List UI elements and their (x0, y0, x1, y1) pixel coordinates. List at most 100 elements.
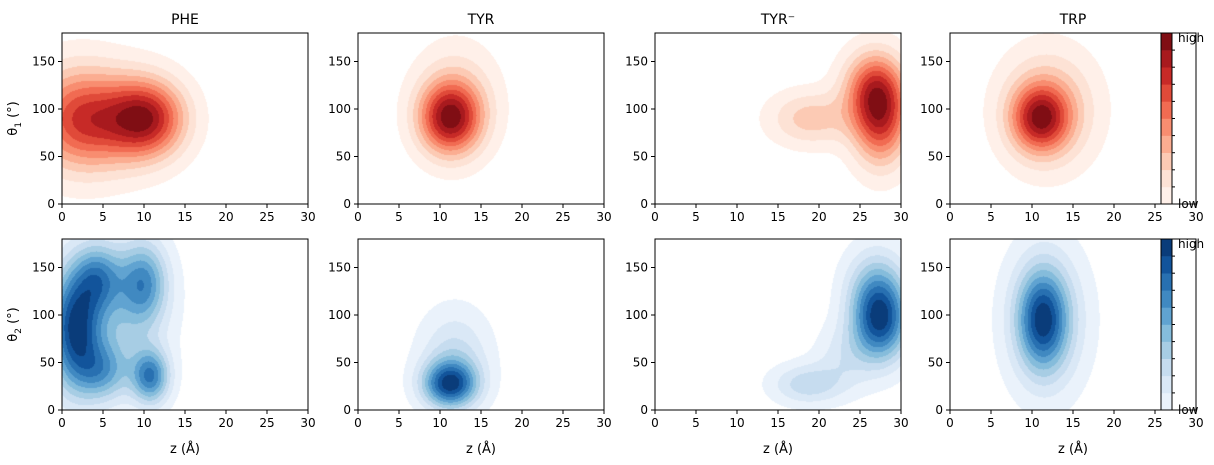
y-tick-label: 50 (40, 150, 55, 164)
colorbar-segment (1161, 324, 1172, 342)
y-axis-label: θ2 (°) (6, 307, 24, 341)
x-tick-label: 0 (58, 416, 66, 430)
x-tick-label: 15 (473, 210, 488, 224)
colorbar-segment (1161, 33, 1172, 51)
colorbar-segment (1161, 186, 1172, 205)
colorbar-segment (1161, 67, 1172, 85)
x-tick-label: 30 (300, 210, 315, 224)
x-tick-label: 0 (354, 416, 362, 430)
y-tick-label: 150 (328, 55, 351, 69)
y-tick-label: 100 (920, 308, 943, 322)
x-tick-label: 20 (1106, 210, 1121, 224)
x-tick-label: 30 (300, 416, 315, 430)
density-contours (358, 33, 604, 204)
colorbar-segment (1161, 256, 1172, 274)
colorbar-segment (1161, 239, 1172, 257)
density-contours (950, 33, 1196, 204)
x-tick-label: 10 (136, 416, 151, 430)
panel-1-2: 0 5 10 15 20 25 30 0 50 100 150 z (Å) (625, 238, 909, 457)
x-tick-label: 20 (811, 210, 826, 224)
x-tick-label: 10 (432, 210, 447, 224)
x-tick-label: 20 (1106, 416, 1121, 430)
panel-1-1: 0 5 10 15 20 25 30 0 50 100 150 z (Å) (328, 238, 612, 457)
x-tick-label: 20 (218, 416, 233, 430)
y-tick-label: 50 (633, 356, 648, 370)
colorbar-segment (1161, 375, 1172, 394)
colorbar-segment (1161, 290, 1172, 308)
x-tick-label: 25 (259, 416, 274, 430)
panel-0-3: 0 5 10 15 20 25 30 0 50 100 150 TRP (920, 12, 1204, 224)
panel-0-0: 0 5 10 15 20 25 30 0 50 100 150 PHE θ1 (°) (6, 12, 316, 224)
panel-title: PHE (171, 12, 199, 28)
x-tick-label: 5 (987, 210, 995, 224)
panel-0-2: 0 5 10 15 20 25 30 0 50 100 150 TYR⁻ (625, 12, 909, 224)
x-tick-label: 15 (177, 416, 192, 430)
x-tick-label: 25 (259, 210, 274, 224)
y-tick-label: 100 (625, 308, 648, 322)
x-tick-label: 30 (893, 210, 908, 224)
x-tick-label: 0 (946, 210, 954, 224)
colorbar-high-label: high (1178, 31, 1204, 45)
x-tick-label: 5 (395, 416, 403, 430)
y-tick-label: 0 (47, 403, 55, 417)
colorbar-blues: high low (1160, 237, 1204, 417)
y-tick-label: 150 (32, 261, 55, 275)
y-tick-label: 100 (625, 102, 648, 116)
colorbar-segment (1161, 358, 1172, 377)
x-tick-label: 10 (432, 416, 447, 430)
colorbar-low-label: low (1178, 197, 1199, 211)
x-tick-label: 5 (99, 210, 107, 224)
y-tick-label: 100 (328, 308, 351, 322)
y-tick-label: 100 (920, 102, 943, 116)
x-tick-label: 25 (555, 210, 570, 224)
x-tick-label: 0 (651, 210, 659, 224)
y-axis-label: θ1 (°) (6, 101, 24, 135)
x-tick-label: 30 (1188, 210, 1203, 224)
x-tick-label: 5 (692, 416, 700, 430)
panel-1-0: 0 5 10 15 20 25 30 0 50 100 150 z (Å) θ2 (°) (6, 238, 316, 457)
x-tick-label: 25 (852, 416, 867, 430)
colorbar-segment (1161, 118, 1172, 136)
colorbar-segment (1161, 135, 1172, 153)
y-tick-label: 150 (920, 55, 943, 69)
y-tick-label: 0 (935, 197, 943, 211)
y-tick-label: 0 (343, 197, 351, 211)
x-tick-label: 15 (1065, 210, 1080, 224)
x-tick-label: 30 (596, 210, 611, 224)
density-contours (950, 239, 1196, 410)
x-tick-label: 25 (555, 416, 570, 430)
panel-0-1: 0 5 10 15 20 25 30 0 50 100 150 TYR (328, 12, 612, 224)
colorbar-low-label: low (1178, 403, 1199, 417)
x-tick-label: 0 (946, 416, 954, 430)
x-tick-label: 15 (473, 416, 488, 430)
x-axis-label: z (Å) (466, 441, 496, 457)
density-contours (62, 239, 308, 410)
y-tick-label: 0 (935, 403, 943, 417)
density-contours (655, 239, 901, 410)
y-tick-label: 50 (928, 356, 943, 370)
x-tick-label: 15 (1065, 416, 1080, 430)
x-tick-label: 25 (1147, 416, 1162, 430)
x-tick-label: 25 (1147, 210, 1162, 224)
panel-title: TRP (1059, 12, 1087, 28)
x-tick-label: 0 (651, 416, 659, 430)
x-tick-label: 15 (770, 416, 785, 430)
x-tick-label: 25 (852, 210, 867, 224)
colorbar-segment (1161, 50, 1172, 68)
x-tick-label: 30 (1188, 416, 1203, 430)
colorbar-segment (1161, 84, 1172, 102)
y-tick-label: 0 (343, 403, 351, 417)
x-tick-label: 10 (1024, 416, 1039, 430)
x-tick-label: 10 (1024, 210, 1039, 224)
density-contours (62, 33, 308, 204)
y-tick-label: 100 (328, 102, 351, 116)
x-tick-label: 5 (395, 210, 403, 224)
y-tick-label: 50 (928, 150, 943, 164)
x-tick-label: 20 (218, 210, 233, 224)
colorbar-reds: high low (1160, 31, 1204, 211)
x-tick-label: 15 (770, 210, 785, 224)
y-tick-label: 150 (920, 261, 943, 275)
x-tick-label: 10 (136, 210, 151, 224)
colorbar-segment (1161, 273, 1172, 291)
